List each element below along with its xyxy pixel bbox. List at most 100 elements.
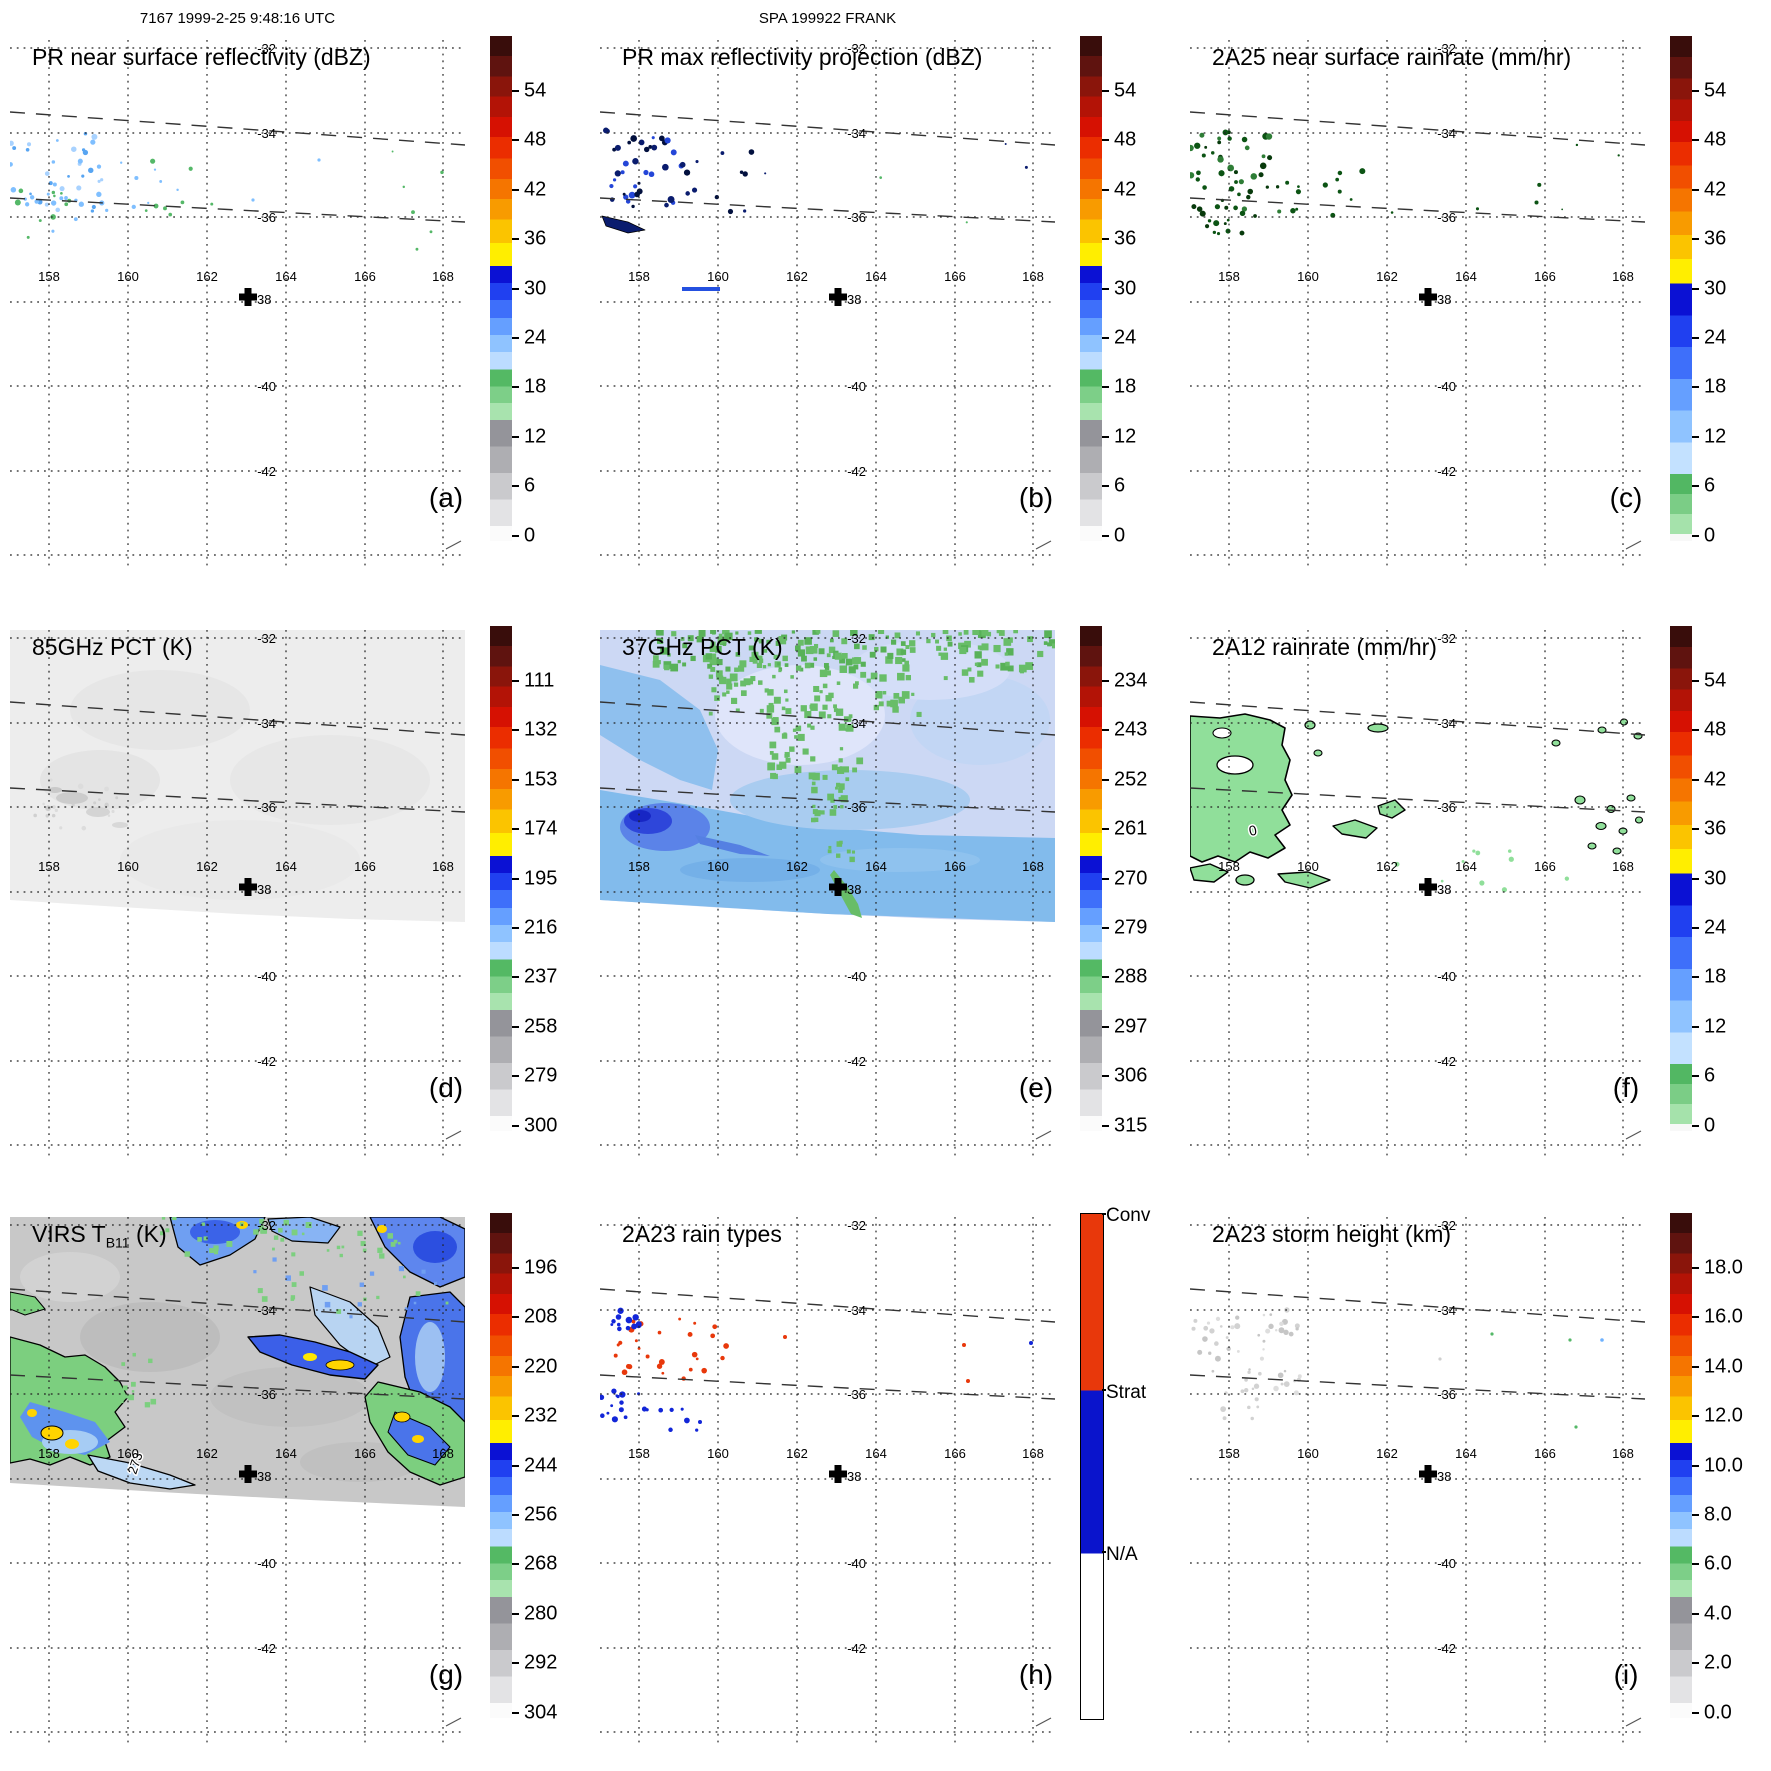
colorbar-tick [1692, 1124, 1699, 1127]
map-c-2a25-rainrate: -32 -34 -36 -40 -42 158 160 162 164 166 168 38 [1190, 40, 1645, 568]
colorbar-tick-label: 297 [1114, 1015, 1148, 1038]
legend-tick [1102, 1551, 1106, 1554]
svg-text:-34: -34 [1437, 716, 1456, 731]
svg-text:158: 158 [1218, 1446, 1240, 1461]
colorbar-tick [512, 1365, 519, 1368]
svg-text:166: 166 [944, 1446, 966, 1461]
panel-g: 273 -32 -34 -36 -40 -42 158 160 162 164 166 168 38 V… [10, 1213, 580, 1771]
panel-e-title: 37GHz PCT (K) [622, 634, 783, 660]
colorbar-tick-label: 153 [524, 768, 558, 791]
colorbar-tick [512, 287, 519, 290]
colorbar-gradient [490, 626, 512, 1131]
panel-i-title: 2A23 storm height (km) [1212, 1221, 1452, 1247]
colorbar-tick-label: 54 [1704, 79, 1727, 102]
panel-g-title: VIRS TB11 (K) [32, 1221, 167, 1251]
colorbar-gradient [1080, 36, 1102, 541]
colorbar-tick-label: 36 [1114, 227, 1137, 250]
svg-text:-34: -34 [257, 1303, 276, 1318]
colorbar-tick [512, 1513, 519, 1516]
svg-text:160: 160 [117, 1446, 139, 1461]
panel-e-letter: (e) [1018, 1072, 1054, 1103]
svg-text:168: 168 [1612, 269, 1634, 284]
colorbar-tick [1102, 287, 1109, 290]
colorbar-tick-label: 300 [524, 1114, 558, 1137]
colorbar-tick-label: 54 [524, 79, 547, 102]
colorbar-tick [1692, 828, 1699, 830]
colorbar-tick [512, 828, 519, 830]
colorbar-tick-label: 8.0 [1704, 1503, 1732, 1526]
colorbar-tick [1692, 1266, 1699, 1269]
colorbar-tick-label: 0 [1704, 1114, 1716, 1137]
colorbar-tick-label: 0 [524, 524, 536, 547]
colorbar-tick [1102, 386, 1109, 389]
svg-text:164: 164 [865, 859, 887, 874]
colorbar-tick-label: 18 [1704, 375, 1727, 398]
map-e-37ghz-pct: -32 -34 -36 -40 -42 158 160 162 164 166 168 38 [600, 630, 1055, 1158]
svg-text:-42: -42 [1437, 1641, 1456, 1656]
colorbar-tick-label: 0.0 [1704, 1701, 1732, 1724]
panel-h-title: 2A23 rain types [622, 1221, 782, 1247]
colorbar-tick-label: 42 [1114, 178, 1137, 201]
svg-text:164: 164 [1455, 1446, 1477, 1461]
svg-text:164: 164 [1455, 269, 1477, 284]
svg-text:-40: -40 [257, 1556, 276, 1571]
panel-b: -32 -34 -36 -40 -42 158 160 162 164 166 168 38 PR m… [600, 36, 1170, 600]
svg-text:-42: -42 [257, 1641, 276, 1656]
colorbar-gradient [1670, 1213, 1692, 1718]
colorbar-tick-label: 243 [1114, 718, 1148, 741]
svg-text:-32: -32 [1437, 41, 1456, 56]
colorbar-tick [1692, 1711, 1699, 1714]
svg-text:-32: -32 [257, 1218, 276, 1233]
panel-d-letter: (d) [428, 1072, 464, 1103]
svg-text:-36: -36 [257, 1387, 276, 1402]
svg-text:168: 168 [1612, 1446, 1634, 1461]
svg-text:-34: -34 [257, 716, 276, 731]
colorbar-tick-label: 18 [524, 375, 547, 398]
colorbar-tick [1692, 976, 1699, 979]
panel-g-letter: (g) [428, 1659, 464, 1690]
map-b-pr-max-reflectivity: -32 -34 -36 -40 -42 158 160 162 164 166 168 38 [600, 40, 1055, 568]
colorbar-tick [1692, 1415, 1699, 1417]
colorbar-tick [1102, 1025, 1109, 1028]
colorbar-tick [512, 336, 519, 339]
svg-text:38: 38 [1437, 292, 1451, 307]
colorbar-tick [512, 1464, 519, 1467]
svg-text:160: 160 [707, 1446, 729, 1461]
svg-text:162: 162 [786, 859, 808, 874]
colorbar-tick [512, 729, 519, 732]
colorbar-tick-label: 292 [524, 1651, 558, 1674]
svg-text:164: 164 [1455, 859, 1477, 874]
scene-header-storm: SPA 199922 FRANK [758, 10, 897, 27]
colorbar-tick [1692, 729, 1699, 732]
colorbar-tick [512, 1563, 519, 1566]
svg-text:160: 160 [117, 269, 139, 284]
colorbar-tick [1102, 435, 1109, 438]
svg-text:-42: -42 [257, 464, 276, 479]
colorbar-tick [1692, 778, 1699, 781]
colorbar-tick-label: 12 [1114, 425, 1137, 448]
colorbar-tick-label: 18.0 [1704, 1256, 1743, 1279]
colorbar-tick-label: 12 [1704, 425, 1727, 448]
svg-text:164: 164 [865, 269, 887, 284]
colorbar-tick-label: 6 [1704, 474, 1716, 497]
colorbar-tick-label: 270 [1114, 867, 1148, 889]
svg-text:168: 168 [1022, 1446, 1044, 1461]
colorbar-tick [1692, 485, 1699, 488]
colorbar-tick-label: 4.0 [1704, 1602, 1732, 1625]
svg-text:166: 166 [944, 859, 966, 874]
legend-label-na: N/A [1106, 1544, 1138, 1566]
colorbar-tick [512, 877, 519, 880]
svg-text:168: 168 [1022, 859, 1044, 874]
colorbar-tick-label: 132 [524, 718, 558, 741]
colorbar-gradient [490, 36, 512, 541]
panel-a-letter: (a) [428, 482, 464, 513]
colorbar-tick-label: 12 [524, 425, 547, 448]
colorbar-tick-label: 42 [1704, 768, 1727, 791]
colorbar-tick-label: 268 [524, 1552, 558, 1575]
svg-text:162: 162 [196, 859, 218, 874]
svg-text:158: 158 [38, 1446, 60, 1461]
colorbar-tick-label: 36 [1704, 817, 1727, 840]
colorbar-tick [1692, 926, 1699, 929]
colorbar-a: 54 48 42 36 30 24 18 12 6 0 [490, 36, 585, 556]
